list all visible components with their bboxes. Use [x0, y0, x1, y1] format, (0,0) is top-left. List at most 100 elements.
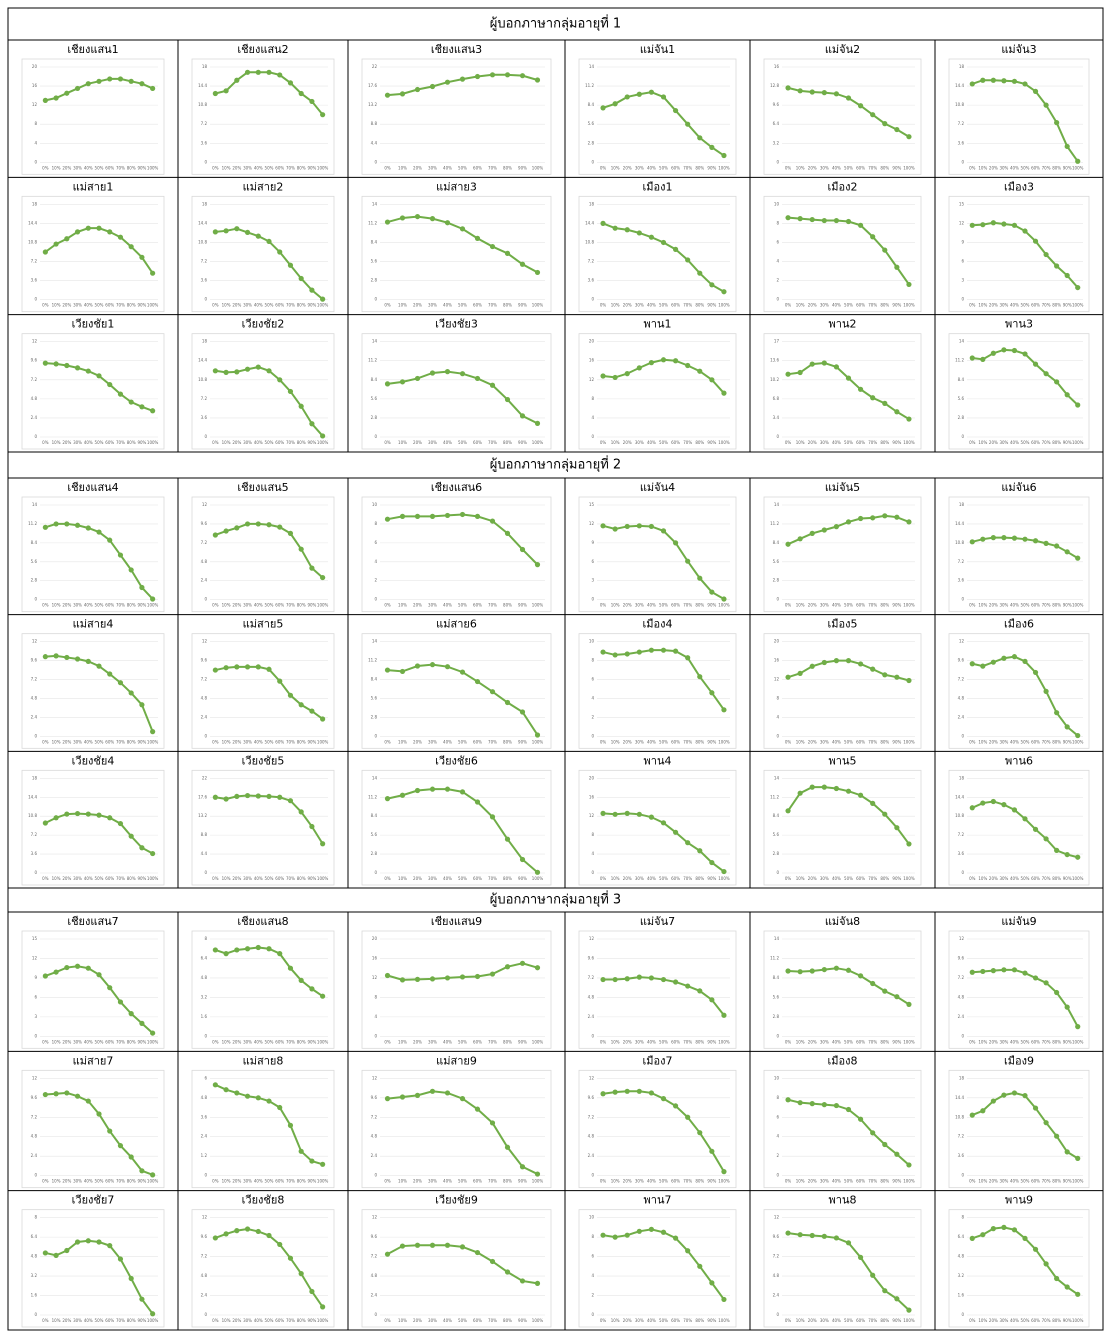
data-point — [991, 351, 996, 356]
data-point — [721, 707, 726, 712]
data-point — [894, 825, 899, 830]
data-point — [673, 1236, 678, 1241]
chart-title: แม่จัน6 — [1001, 481, 1036, 494]
x-tick-label: 40% — [443, 440, 452, 445]
data-point — [822, 218, 827, 223]
x-tick-label: 50% — [95, 165, 104, 170]
x-tick-label: 50% — [265, 1318, 274, 1323]
x-tick-label: 70% — [683, 739, 692, 744]
y-tick-label: 17.6 — [368, 83, 377, 88]
x-tick-label: 0% — [384, 876, 391, 881]
x-tick-label: 40% — [443, 603, 452, 608]
chart-title: แม่จัน5 — [825, 481, 860, 494]
data-point — [223, 1231, 228, 1236]
y-tick-label: 10 — [774, 201, 780, 206]
data-point — [309, 708, 314, 713]
chart-title: พาน8 — [829, 1194, 857, 1207]
x-tick-label: 50% — [458, 739, 467, 744]
x-tick-label: 30% — [999, 1179, 1008, 1184]
y-tick-label: 9.6 — [371, 1095, 378, 1100]
chart-title: เชียงแสน5 — [237, 481, 288, 494]
data-point — [277, 249, 282, 254]
x-tick-label: 30% — [820, 303, 829, 308]
x-tick-label: 0% — [600, 603, 607, 608]
chart-frame — [579, 196, 736, 311]
y-tick-label: 7.2 — [31, 1114, 38, 1119]
data-point — [625, 227, 630, 232]
x-tick-label: 0% — [785, 603, 792, 608]
x-tick-label: 90% — [137, 876, 146, 881]
data-point — [1043, 1120, 1048, 1125]
data-point — [43, 249, 48, 254]
chart-title: แม่จัน7 — [640, 915, 675, 928]
data-point — [445, 80, 450, 85]
data-point — [400, 793, 405, 798]
data-point — [299, 404, 304, 409]
chart: 02.85.68.411.2140%10%20%30%40%50%60%70%8… — [362, 196, 551, 311]
chart-title: เชียงแสน2 — [237, 43, 288, 56]
data-point — [870, 981, 875, 986]
x-tick-label: 40% — [84, 1179, 93, 1184]
x-tick-label: 0% — [785, 1179, 792, 1184]
data-point — [637, 1089, 642, 1094]
x-tick-label: 10% — [52, 603, 61, 608]
data-point — [150, 1030, 155, 1035]
x-tick-label: 70% — [116, 303, 125, 308]
y-tick-label: 11.2 — [28, 521, 37, 526]
chart-frame — [362, 1210, 551, 1327]
x-tick-label: 0% — [600, 1039, 607, 1044]
x-tick-label: 10% — [796, 1039, 805, 1044]
x-tick-label: 40% — [84, 440, 93, 445]
x-tick-label: 20% — [232, 303, 241, 308]
x-tick-label: 50% — [659, 603, 668, 608]
data-point — [460, 77, 465, 82]
data-point — [320, 994, 325, 999]
y-tick-label: 7.2 — [31, 259, 38, 264]
y-tick-label: 16 — [32, 83, 38, 88]
x-tick-label: 80% — [695, 1318, 704, 1323]
data-point — [798, 536, 803, 541]
x-tick-label: 50% — [265, 303, 274, 308]
data-point — [894, 1152, 899, 1157]
x-tick-label: 0% — [969, 603, 976, 608]
y-tick-label: 18 — [959, 64, 965, 69]
x-tick-label: 80% — [297, 1039, 306, 1044]
chart-title: เวียงชัย7 — [72, 1194, 115, 1207]
data-point — [96, 373, 101, 378]
x-tick-label: 100% — [147, 303, 159, 308]
x-tick-label: 0% — [384, 1318, 391, 1323]
x-tick-label: 50% — [1021, 876, 1030, 881]
x-tick-label: 100% — [147, 876, 159, 881]
x-tick-label: 90% — [892, 440, 901, 445]
data-point — [118, 680, 123, 685]
x-tick-label: 100% — [147, 1179, 159, 1184]
data-point — [1001, 535, 1006, 540]
x-tick-label: 50% — [1021, 303, 1030, 308]
data-point — [107, 815, 112, 820]
y-tick-label: 2.8 — [31, 578, 38, 583]
x-tick-label: 100% — [1072, 603, 1084, 608]
x-tick-label: 60% — [1031, 1179, 1040, 1184]
x-tick-label: 40% — [443, 165, 452, 170]
chart-title: เมือง6 — [1004, 618, 1034, 631]
data-point — [505, 72, 510, 77]
data-point — [107, 229, 112, 234]
data-point — [505, 700, 510, 705]
x-tick-label: 70% — [116, 1039, 125, 1044]
data-point — [810, 785, 815, 790]
x-tick-label: 90% — [1063, 1179, 1072, 1184]
y-tick-label: 11.2 — [770, 521, 779, 526]
chart-frame — [764, 634, 921, 749]
data-point — [1065, 273, 1070, 278]
x-tick-label: 50% — [95, 876, 104, 881]
x-tick-label: 40% — [832, 1179, 841, 1184]
y-tick-label: 14 — [589, 64, 595, 69]
data-point — [1001, 347, 1006, 352]
x-tick-label: 60% — [275, 603, 284, 608]
x-tick-label: 40% — [832, 603, 841, 608]
x-tick-label: 50% — [95, 1318, 104, 1323]
x-tick-label: 30% — [635, 876, 644, 881]
x-tick-label: 90% — [518, 1039, 527, 1044]
data-point — [213, 229, 218, 234]
x-tick-label: 90% — [518, 876, 527, 881]
